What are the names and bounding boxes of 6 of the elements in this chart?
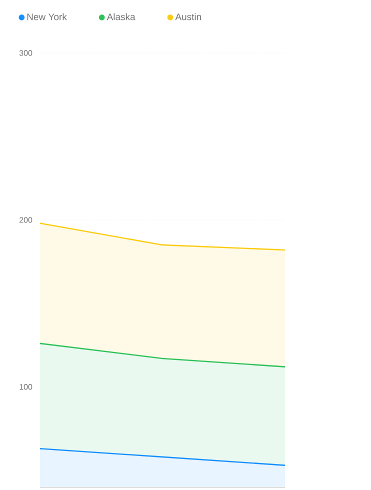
y-tick-label: 200 [20, 217, 32, 223]
y-tick-label: 300 [19, 50, 32, 56]
legend-label: New York [27, 13, 67, 20]
legend-label: Alaska [106, 13, 136, 20]
y-tick-label: 100 [20, 384, 32, 390]
legend-label: Austin [175, 13, 202, 20]
